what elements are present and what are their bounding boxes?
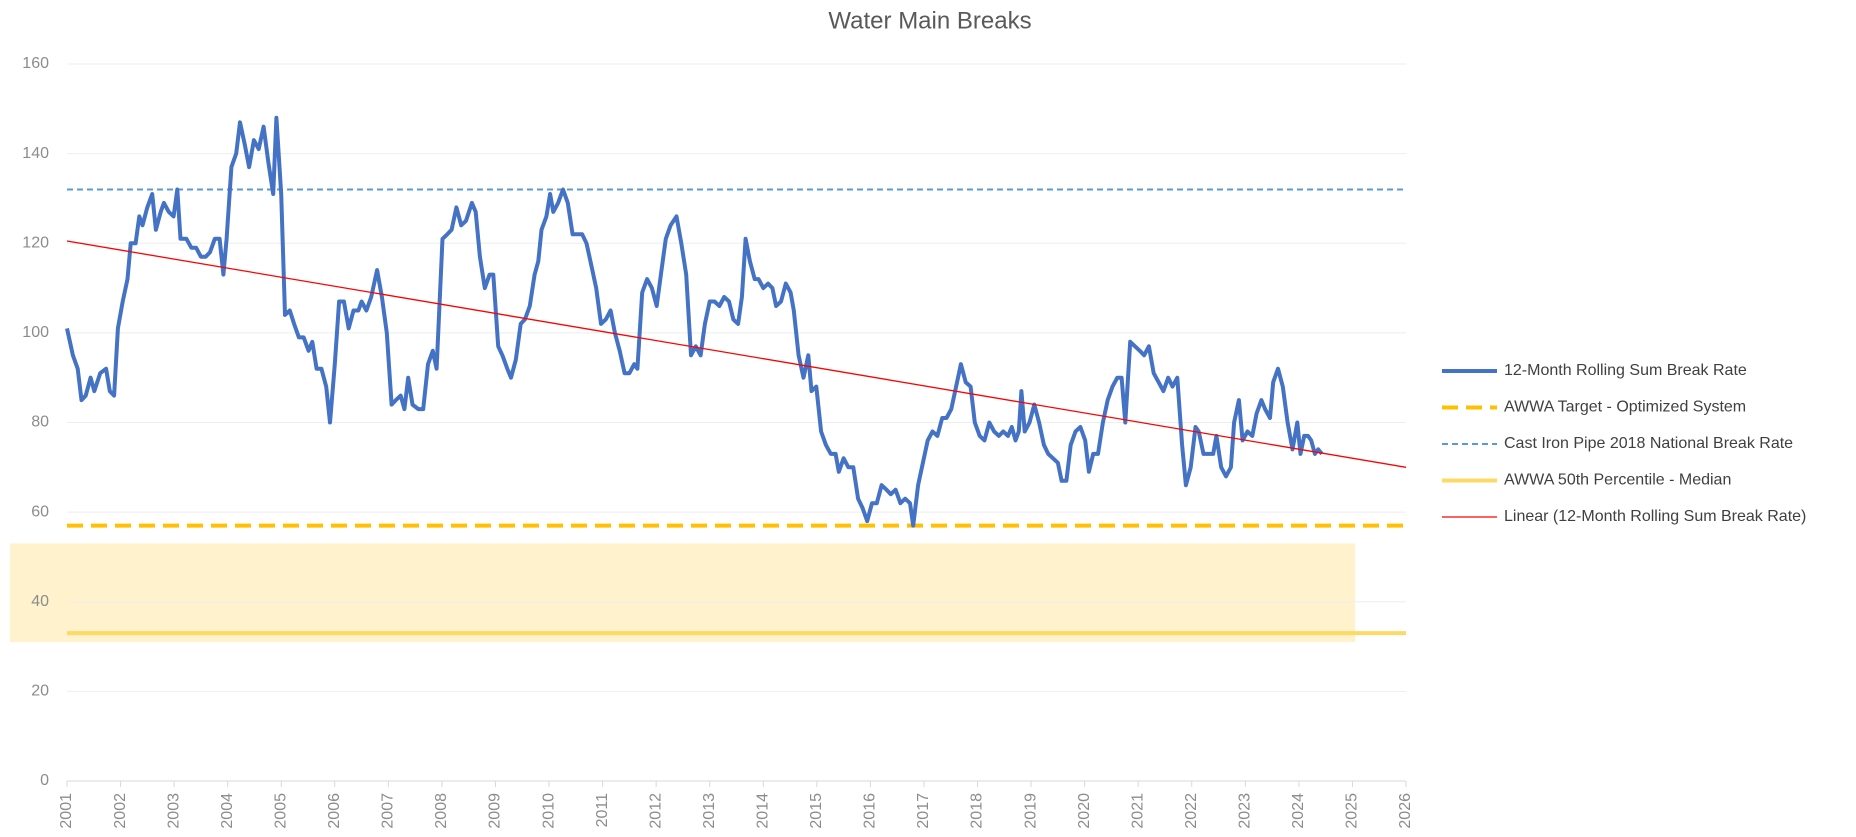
x-tick-label: 2024 — [1290, 793, 1307, 829]
y-tick-label: 40 — [31, 593, 49, 610]
x-tick-label: 2007 — [380, 793, 397, 829]
x-tick-label: 2021 — [1129, 793, 1146, 829]
x-tick-label: 2019 — [1022, 793, 1039, 829]
y-tick-label: 140 — [22, 145, 49, 162]
y-tick-label: 80 — [31, 414, 49, 431]
legend-label: Linear (12-Month Rolling Sum Break Rate) — [1504, 508, 1806, 525]
x-tick-label: 2010 — [540, 793, 557, 829]
x-tick-label: 2014 — [754, 793, 771, 829]
x-tick-label: 2005 — [272, 793, 289, 829]
y-tick-label: 20 — [31, 683, 49, 700]
x-tick-label: 2018 — [969, 793, 986, 829]
chart-title: Water Main Breaks — [828, 7, 1031, 34]
x-tick-label: 2026 — [1397, 793, 1414, 829]
x-tick-label: 2025 — [1344, 793, 1361, 829]
legend-label: Cast Iron Pipe 2018 National Break Rate — [1504, 435, 1793, 452]
x-tick-label: 2003 — [165, 793, 182, 829]
y-tick-label: 160 — [22, 55, 49, 72]
series-line — [65, 115, 1324, 528]
shaded-band — [10, 543, 1356, 643]
x-tick-label: 2016 — [862, 793, 879, 829]
x-tick-label: 2008 — [433, 793, 450, 829]
series-line — [66, 240, 1407, 468]
x-tick-label: 2002 — [112, 793, 129, 829]
x-tick-label: 2013 — [701, 793, 718, 829]
x-tick-label: 2020 — [1076, 793, 1093, 829]
y-tick-label: 100 — [22, 324, 49, 341]
legend-label: AWWA Target - Optimized System — [1504, 399, 1746, 416]
y-tick-label: 60 — [31, 503, 49, 520]
x-tick-label: 2012 — [647, 793, 664, 829]
y-tick-label: 0 — [40, 772, 49, 789]
x-tick-label: 2015 — [808, 793, 825, 829]
legend-label: 12-Month Rolling Sum Break Rate — [1504, 362, 1747, 379]
legend-label: AWWA 50th Percentile - Median — [1504, 472, 1731, 489]
x-tick-label: 2017 — [915, 793, 932, 829]
x-tick-label: 2004 — [219, 793, 236, 829]
x-tick-label: 2023 — [1237, 793, 1254, 829]
y-tick-label: 120 — [22, 234, 49, 251]
x-tick-label: 2009 — [487, 793, 504, 829]
x-tick-label: 2006 — [326, 793, 343, 829]
x-tick-label: 2022 — [1183, 793, 1200, 829]
x-tick-label: 2011 — [594, 793, 611, 828]
x-tick-label: 2001 — [58, 793, 75, 829]
